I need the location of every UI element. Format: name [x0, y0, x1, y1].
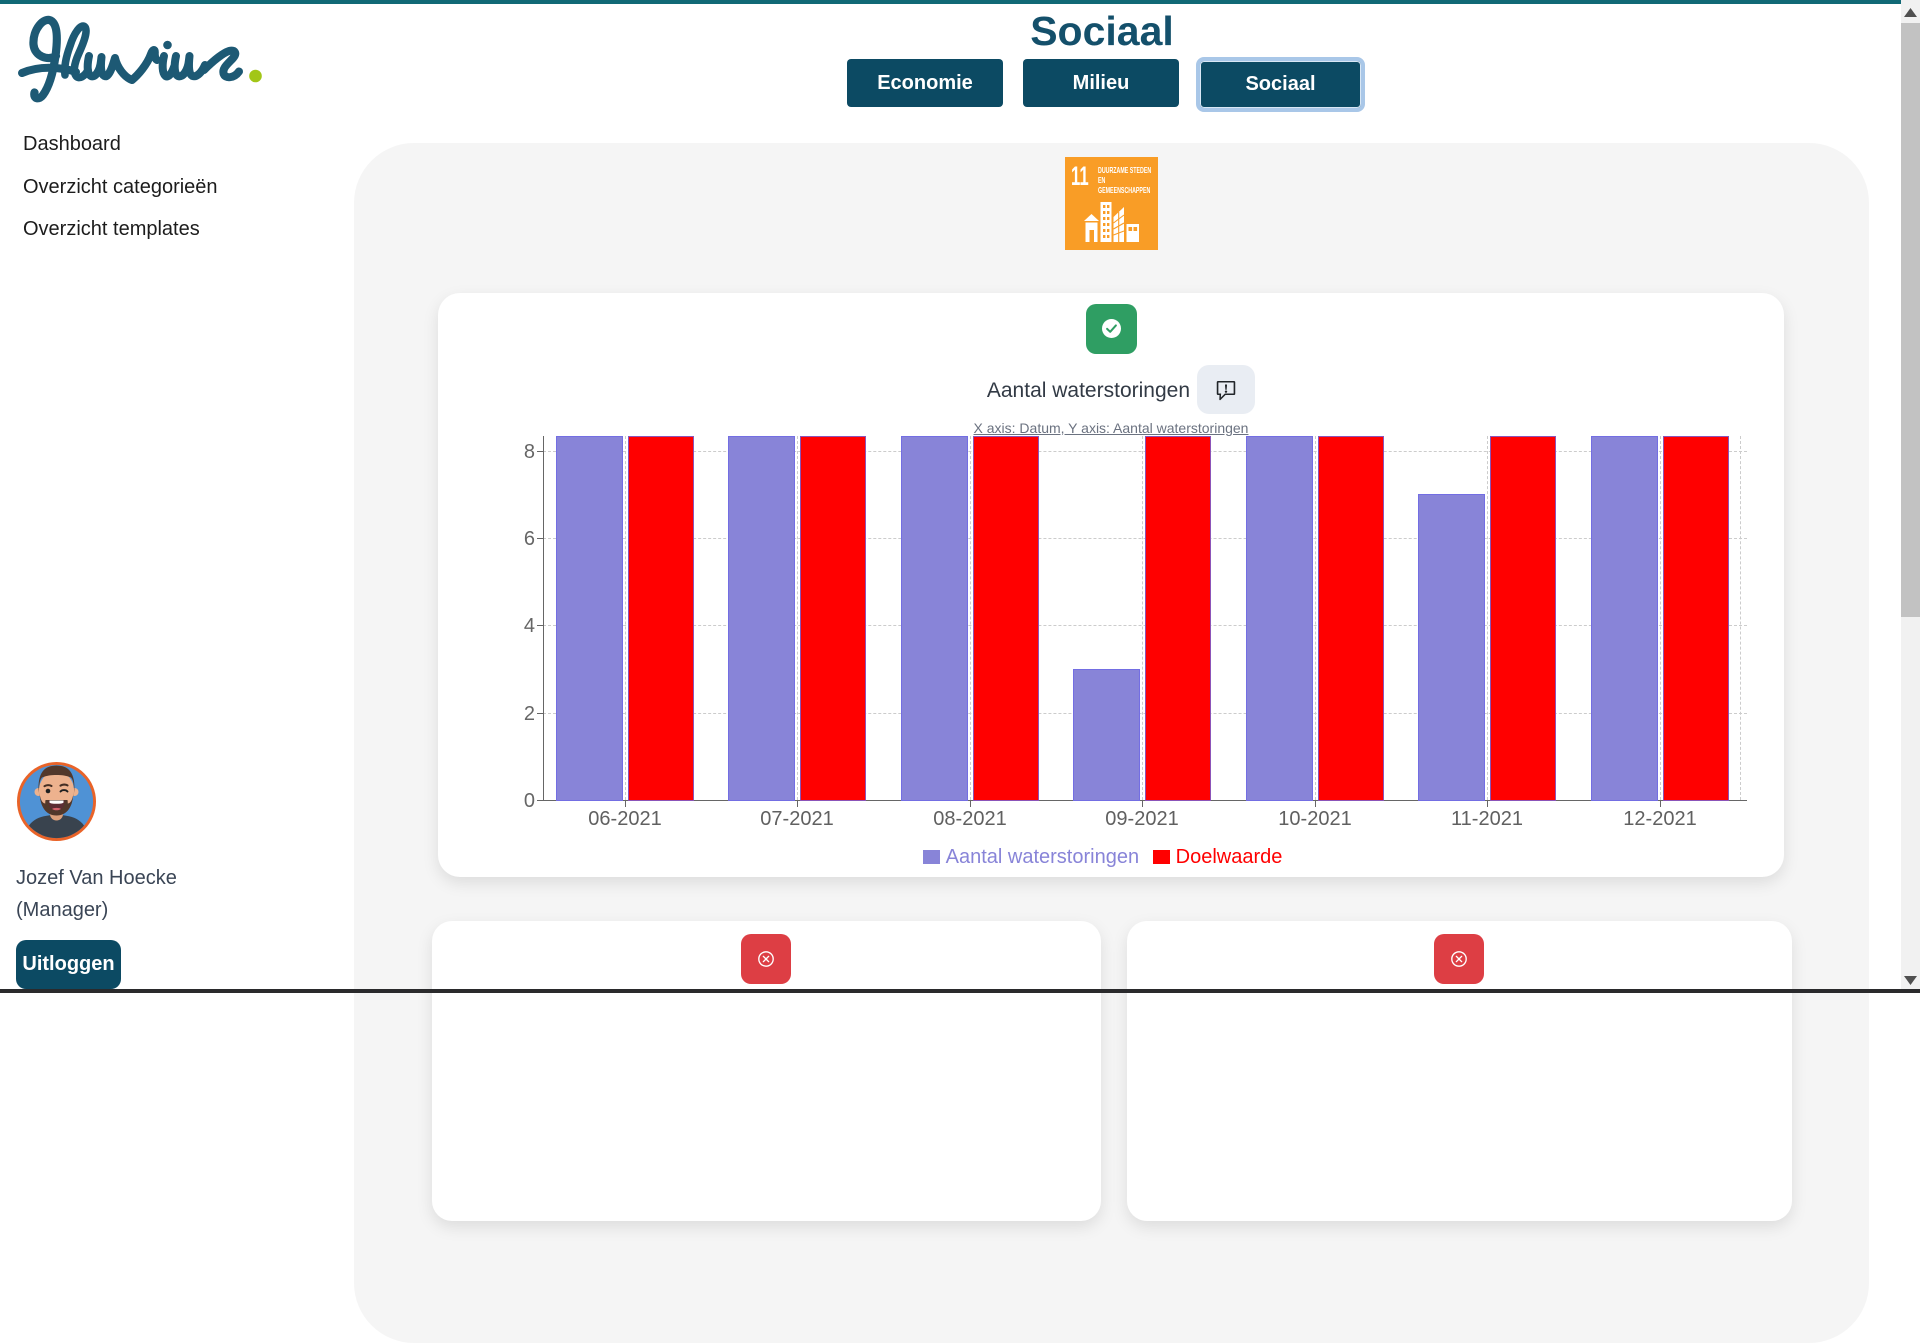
svg-text:11: 11 [1071, 161, 1089, 191]
svg-text:DUURZAME STEDEN: DUURZAME STEDEN [1098, 167, 1151, 175]
svg-text:EN: EN [1098, 177, 1105, 185]
svg-text:GEMEENSCHAPPEN: GEMEENSCHAPPEN [1098, 187, 1150, 195]
